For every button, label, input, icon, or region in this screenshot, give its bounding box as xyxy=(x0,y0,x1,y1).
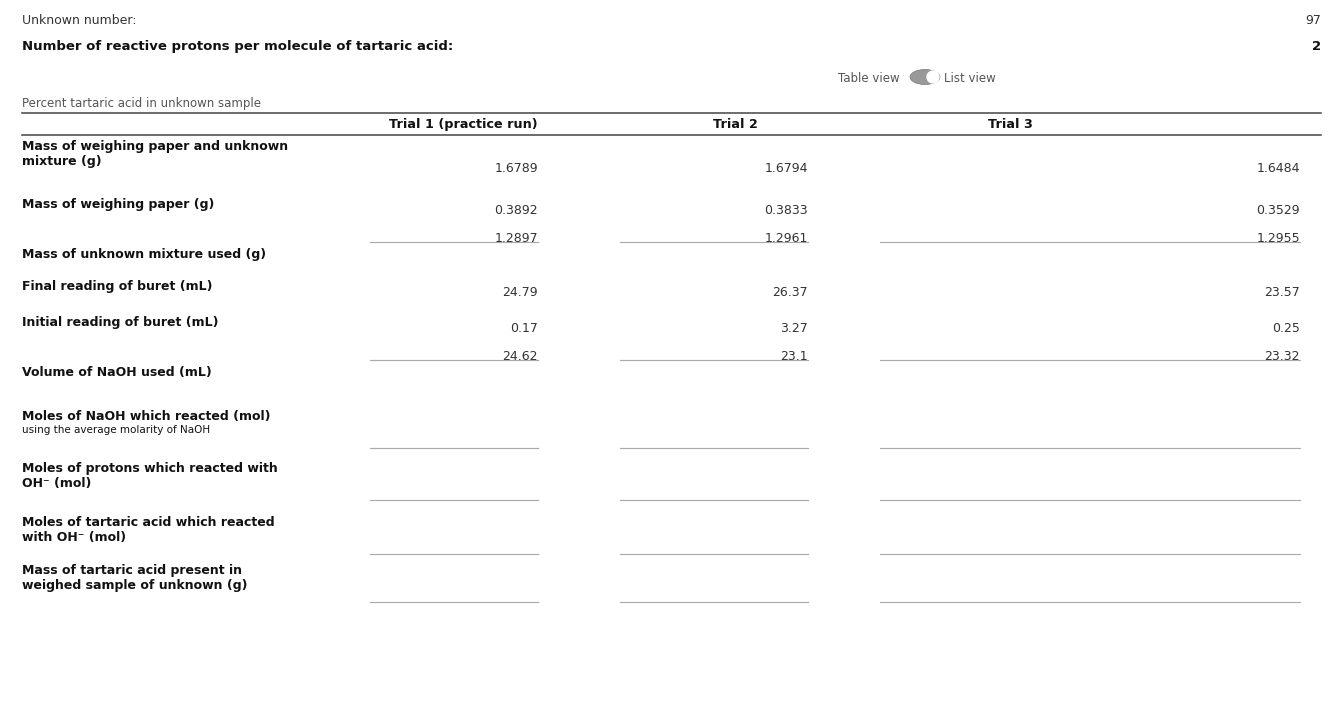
Circle shape xyxy=(927,71,939,83)
Text: Initial reading of buret (mL): Initial reading of buret (mL) xyxy=(21,316,219,329)
Text: List view: List view xyxy=(944,72,995,85)
Text: OH⁻ (mol): OH⁻ (mol) xyxy=(21,477,91,490)
Text: Trial 1 (practice run): Trial 1 (practice run) xyxy=(388,118,537,131)
Text: Mass of weighing paper and unknown: Mass of weighing paper and unknown xyxy=(21,140,289,153)
Text: mixture (g): mixture (g) xyxy=(21,155,102,168)
Ellipse shape xyxy=(911,70,940,85)
Text: Table view: Table view xyxy=(838,72,900,85)
Text: 1.6789: 1.6789 xyxy=(494,162,539,175)
Text: 24.62: 24.62 xyxy=(502,350,539,363)
Text: 3.27: 3.27 xyxy=(780,322,808,335)
Text: 0.3892: 0.3892 xyxy=(494,204,539,217)
Text: 2: 2 xyxy=(1312,40,1322,53)
Text: Percent tartaric acid in unknown sample: Percent tartaric acid in unknown sample xyxy=(21,97,261,110)
Text: 0.3529: 0.3529 xyxy=(1256,204,1300,217)
Text: 1.2961: 1.2961 xyxy=(764,232,808,245)
Text: 26.37: 26.37 xyxy=(772,286,808,299)
Text: 1.6484: 1.6484 xyxy=(1257,162,1300,175)
Text: Volume of NaOH used (mL): Volume of NaOH used (mL) xyxy=(21,366,212,379)
Text: 24.79: 24.79 xyxy=(502,286,539,299)
Text: 0.3833: 0.3833 xyxy=(764,204,808,217)
Text: weighed sample of unknown (g): weighed sample of unknown (g) xyxy=(21,579,247,592)
Text: 1.2955: 1.2955 xyxy=(1256,232,1300,245)
Text: 97: 97 xyxy=(1305,14,1322,27)
Text: Moles of NaOH which reacted (mol): Moles of NaOH which reacted (mol) xyxy=(21,410,270,423)
Text: Mass of tartaric acid present in: Mass of tartaric acid present in xyxy=(21,564,242,577)
Text: 0.25: 0.25 xyxy=(1272,322,1300,335)
Text: using the average molarity of NaOH: using the average molarity of NaOH xyxy=(21,425,210,435)
Text: Final reading of buret (mL): Final reading of buret (mL) xyxy=(21,280,212,293)
Text: Mass of unknown mixture used (g): Mass of unknown mixture used (g) xyxy=(21,248,266,261)
Text: Trial 3: Trial 3 xyxy=(987,118,1033,131)
Text: Moles of protons which reacted with: Moles of protons which reacted with xyxy=(21,462,278,475)
Text: 1.2897: 1.2897 xyxy=(494,232,539,245)
Text: 0.17: 0.17 xyxy=(510,322,539,335)
Text: Unknown number:: Unknown number: xyxy=(21,14,137,27)
Text: 23.57: 23.57 xyxy=(1264,286,1300,299)
Text: Number of reactive protons per molecule of tartaric acid:: Number of reactive protons per molecule … xyxy=(21,40,453,53)
Text: Moles of tartaric acid which reacted: Moles of tartaric acid which reacted xyxy=(21,516,274,529)
Text: 1.6794: 1.6794 xyxy=(764,162,808,175)
Text: 23.1: 23.1 xyxy=(780,350,808,363)
Text: Trial 2: Trial 2 xyxy=(713,118,757,131)
Text: 23.32: 23.32 xyxy=(1265,350,1300,363)
Text: with OH⁻ (mol): with OH⁻ (mol) xyxy=(21,531,126,544)
Text: Mass of weighing paper (g): Mass of weighing paper (g) xyxy=(21,198,215,211)
